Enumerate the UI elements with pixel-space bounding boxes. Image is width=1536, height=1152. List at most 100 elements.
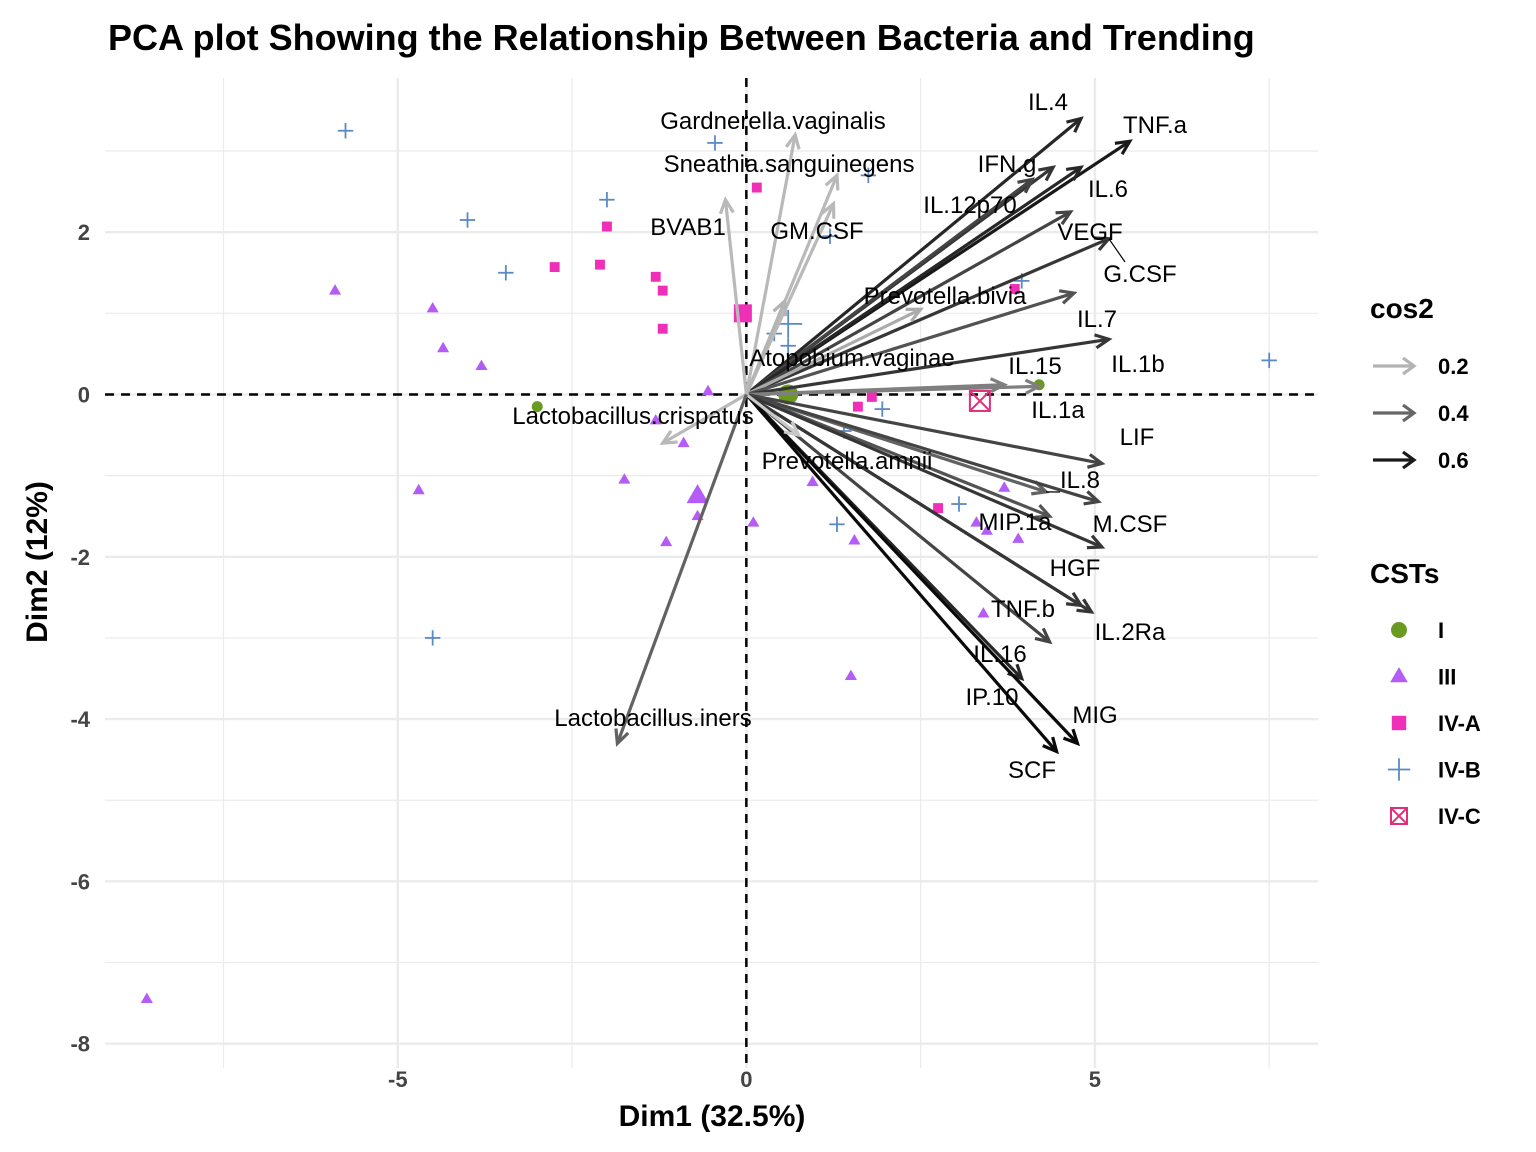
point-iv-b-5 — [860, 167, 877, 184]
individual-points — [140, 123, 1277, 1003]
arrow-head-il-6 — [1065, 165, 1085, 182]
point-iv-b-0 — [337, 123, 354, 139]
arrow-head-il-15 — [989, 377, 1008, 394]
arrow-shaft-mig — [745, 393, 1079, 745]
legend-csts-label: IV-B — [1438, 758, 1481, 783]
point-iv-a-9 — [933, 503, 944, 514]
arrow-head-gardnerella-vaginalis — [784, 131, 801, 150]
label-ip-10: IP.10 — [966, 684, 1019, 711]
point-i-0 — [531, 401, 543, 413]
label-lif: LIF — [1120, 424, 1155, 451]
label-lactobacillus-iners: Lactobacillus.iners — [554, 705, 751, 732]
legend-csts-label: I — [1438, 618, 1444, 643]
arrow-shaft-il-1a — [746, 384, 1040, 397]
arrow-gardnerella-vaginalis — [744, 131, 801, 395]
x-tick-label: -5 — [388, 1067, 408, 1092]
arrow-il-1b — [746, 333, 1113, 397]
label-il-1b: IL.1b — [1111, 351, 1164, 378]
label-g-csf: G.CSF — [1103, 261, 1176, 288]
arrow-head-mip-1a — [1034, 504, 1054, 519]
legend-cos2-label: 0.4 — [1438, 401, 1469, 426]
point-iv-b-12 — [829, 516, 845, 533]
arrow-shaft-g-csf — [745, 237, 1110, 396]
leader-g-csf — [1108, 238, 1126, 263]
legend-csts-symbol-4-d2 — [1390, 807, 1408, 825]
arrow-head-ifn-g — [1038, 165, 1057, 182]
point-iv-a-8 — [866, 391, 877, 402]
arrow-shaft-scf — [745, 393, 1058, 753]
arrow-mig — [745, 393, 1081, 747]
arrow-shaft-lactobacillus-crispatus — [661, 393, 748, 445]
label-gm-csf: GM.CSF — [770, 218, 863, 245]
arrow-hgf — [745, 393, 1106, 550]
legend-cos2-label: 0.6 — [1438, 448, 1469, 473]
arrow-head-sneathia-sanguinegens — [824, 171, 840, 191]
point-iv-a-7 — [852, 401, 863, 412]
reference-lines — [105, 78, 1318, 1068]
point-iii-5 — [649, 413, 662, 425]
arrow-head-atopobium-vaginae — [772, 297, 788, 317]
point-iii-7 — [618, 473, 631, 484]
arrow-shaft-hgf — [745, 393, 1103, 549]
point-iii-19 — [977, 607, 990, 618]
point-iii-18 — [1012, 532, 1025, 543]
point-iv-a-3 — [595, 259, 605, 270]
centroid-iv-c-d2 — [969, 390, 991, 412]
legend-csts-symbol-1 — [1390, 667, 1408, 683]
arrow-head-lactobacillus-iners — [614, 728, 630, 747]
point-iv-a-4 — [650, 271, 661, 282]
legend-csts-symbol-0 — [1391, 622, 1407, 638]
point-iv-b-4 — [498, 265, 514, 281]
legend-cos2-key-1 — [1373, 403, 1417, 423]
point-iii-6 — [677, 436, 690, 448]
point-iv-b-2 — [599, 192, 615, 208]
label-tnf-a: TNF.a — [1123, 112, 1188, 139]
label-il-4: IL.4 — [1028, 89, 1068, 116]
arrow-lactobacillus-crispatus — [659, 393, 748, 446]
arrow-head-scf — [1042, 736, 1059, 755]
arrow-m-csf — [745, 392, 1102, 506]
legend-csts-label: IV-A — [1438, 711, 1481, 736]
point-iv-a-6 — [657, 323, 668, 334]
label-il-2ra: IL.2Ra — [1095, 619, 1166, 646]
label-il-1a: IL.1a — [1031, 397, 1085, 424]
x-tick-label: 0 — [740, 1067, 752, 1092]
point-iii-2 — [437, 341, 450, 353]
label-mig: MIG — [1072, 702, 1117, 729]
y-tick-label: -8 — [70, 1032, 90, 1057]
point-iv-b-14 — [424, 630, 441, 646]
legend-cos2-head — [1402, 403, 1417, 423]
label-il-6: IL.6 — [1088, 176, 1128, 203]
arrow-shaft-prevotella-amnii — [745, 393, 800, 437]
arrow-prevotella-bivia — [745, 307, 924, 396]
point-iii-20 — [140, 992, 153, 1003]
point-iv-b-15 — [1261, 352, 1277, 369]
arrow-shaft-vegf — [745, 210, 1072, 396]
label-tnf-b: TNF.b — [991, 596, 1055, 623]
point-iii-13 — [848, 534, 861, 545]
point-iii-17 — [998, 481, 1011, 492]
legend-cos2-key-0 — [1373, 356, 1417, 376]
point-iv-b-9 — [780, 338, 796, 354]
centroid-iv-c-box — [968, 389, 991, 412]
legend-csts-symbol-4 — [1390, 807, 1408, 825]
tick-labels: -5 0 5 2 0 -2 -4 -6 -8 — [70, 220, 1101, 1092]
arrow-head-il-16 — [1034, 627, 1053, 645]
arrow-il-1a — [746, 378, 1043, 397]
label-il-7: IL.7 — [1077, 306, 1117, 333]
point-iii-1 — [426, 301, 439, 313]
point-iv-a-0 — [751, 182, 762, 193]
point-iv-b-1 — [707, 135, 723, 151]
arrow-prevotella-amnii — [745, 393, 802, 438]
arrow-shaft-il-12p70 — [745, 178, 1034, 396]
arrow-lif — [746, 392, 1106, 469]
y-tick-label: -2 — [70, 545, 90, 570]
point-iv-b-3 — [459, 212, 476, 228]
arrow-shaft-atopobium-vaginae — [744, 300, 787, 396]
legend-cos2-head — [1402, 450, 1417, 470]
arrow-head-il-4 — [1066, 116, 1084, 133]
point-iv-b-13 — [951, 496, 967, 512]
y-axis-title: Dim2 (12%) — [21, 481, 54, 643]
label-lactobacillus-crispatus: Lactobacillus.crispatus — [512, 403, 753, 430]
